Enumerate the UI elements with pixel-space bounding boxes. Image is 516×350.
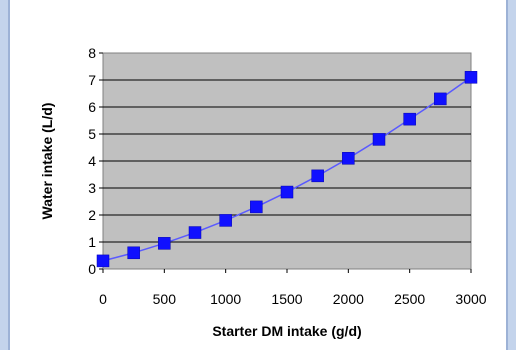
data-point <box>280 185 294 199</box>
y-axis-title: Water intake (L/d) <box>39 103 55 220</box>
y-tick-label: 1 <box>88 234 96 250</box>
x-tick-label: 2500 <box>394 291 425 307</box>
y-tick-label: 2 <box>88 207 96 223</box>
data-point <box>96 254 110 268</box>
data-point <box>464 71 478 84</box>
data-point <box>434 92 447 106</box>
data-point <box>158 237 171 250</box>
data-point <box>188 226 202 239</box>
data-point <box>403 112 416 126</box>
y-tick-label: 6 <box>88 99 96 115</box>
series-markers <box>96 71 478 268</box>
x-tick-label: 1000 <box>210 291 241 307</box>
y-axis-ticks: 0 1 2 3 4 5 6 7 8 <box>88 45 103 277</box>
data-point <box>250 200 263 214</box>
y-tick-label: 5 <box>88 126 96 142</box>
x-tick-label: 500 <box>153 291 177 307</box>
x-tick-label: 2000 <box>333 291 364 307</box>
y-tick-label: 3 <box>88 180 96 196</box>
data-point <box>219 214 232 227</box>
x-axis-title: Starter DM intake (g/d) <box>212 323 361 339</box>
y-tick-label: 0 <box>88 261 96 277</box>
data-point <box>127 246 140 260</box>
y-tick-label: 7 <box>88 72 96 88</box>
y-tick-label: 8 <box>88 45 96 61</box>
data-point <box>372 133 386 146</box>
y-tick-label: 4 <box>88 153 96 169</box>
x-tick-label: 3000 <box>455 291 486 307</box>
data-point <box>311 169 324 183</box>
x-axis-ticks: 0 500 1000 1500 2000 2500 3000 <box>99 269 487 307</box>
data-point <box>342 152 355 165</box>
x-tick-label: 1500 <box>271 291 302 307</box>
gridlines <box>103 79 471 243</box>
x-tick-label: 0 <box>99 291 107 307</box>
